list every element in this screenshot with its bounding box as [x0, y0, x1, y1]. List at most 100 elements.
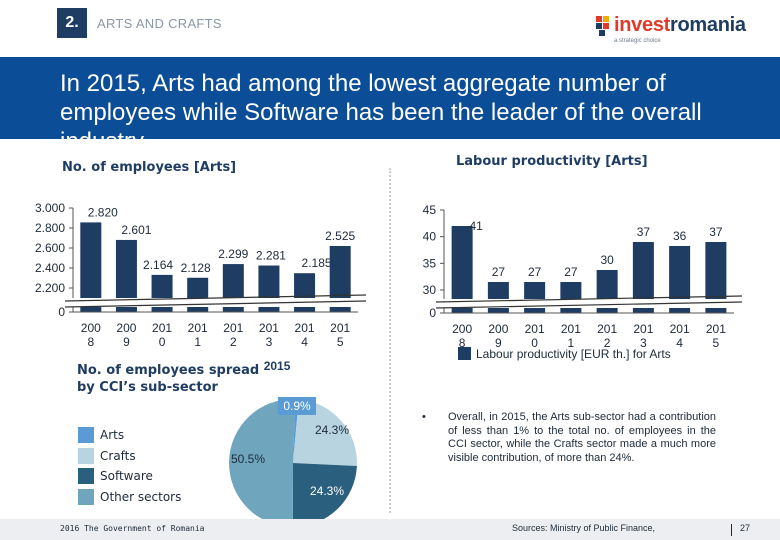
- employees-bar-chart: 3.0002.8002.6002.4002.20002.82020082.601…: [35, 201, 367, 349]
- bar: [487, 282, 509, 313]
- x-tick-label-line1: 201: [633, 322, 653, 336]
- x-tick-label-line2: 0: [531, 336, 538, 350]
- summary-text: Overall, in 2015, the Arts sub-sector ha…: [448, 411, 716, 464]
- bar: [705, 242, 727, 313]
- employees-pie-chart: 0.9% 24.3% 24.3% 50.5%: [229, 397, 357, 523]
- bar-value-label: 27: [492, 265, 506, 279]
- bar-value-label: 2.281: [256, 249, 286, 263]
- x-tick-label-line1: 201: [188, 321, 208, 335]
- x-tick-label-line1: 201: [223, 321, 243, 335]
- x-tick-label-line2: 2: [604, 336, 611, 350]
- x-tick-label-line1: 201: [670, 322, 690, 336]
- y-tick-label: 2.400: [35, 261, 65, 275]
- headline-text: In 2015, Arts had among the lowest aggre…: [60, 70, 702, 139]
- x-tick-label-line2: 1: [194, 335, 201, 349]
- bar-value-label: 30: [600, 253, 614, 267]
- x-tick-label-line1: 200: [116, 321, 136, 335]
- legend-swatch-other: [78, 488, 94, 505]
- x-tick-label-line2: 1: [568, 336, 575, 350]
- pie-legend: Arts Crafts Software Other sectors: [78, 425, 181, 507]
- x-tick-label-line2: 0: [159, 335, 166, 349]
- y-tick-label: 0: [58, 305, 65, 319]
- pie-chart-title: No. of employees spread 2015 by CCI’s su…: [77, 359, 291, 396]
- footer-sources: Sources: Ministry of Public Finance,: [512, 523, 656, 533]
- x-tick-label-line1: 201: [295, 321, 315, 335]
- y-tick-label: 0: [429, 306, 436, 320]
- x-tick-label-line1: 201: [561, 322, 581, 336]
- axis-break-line-lower: [64, 300, 367, 308]
- legend-item-crafts: Crafts: [78, 446, 181, 467]
- x-tick-label-line2: 5: [337, 335, 344, 349]
- bar: [80, 222, 102, 312]
- y-tick-label: 40: [423, 230, 437, 244]
- legend-swatch-productivity: [458, 347, 471, 360]
- bar-value-label: 2.525: [325, 229, 355, 243]
- bar-value-label: 2.185: [302, 256, 332, 270]
- legend-label-other: Other sectors: [100, 489, 182, 504]
- productivity-bar-chart: 4540353004120082720092720102720113020123…: [423, 203, 743, 361]
- section-title: ARTS AND CRAFTS: [97, 16, 222, 31]
- x-tick-label-line2: 2: [230, 335, 237, 349]
- bullet-marker: •: [422, 411, 426, 423]
- x-tick-label-line2: 4: [676, 336, 683, 350]
- legend-label-productivity: Labour productivity [EUR th.] for Arts: [476, 347, 671, 361]
- legend-swatch-crafts: [78, 447, 94, 464]
- pie-slice: [229, 399, 296, 523]
- axis-break-line-upper: [435, 295, 743, 303]
- pie-title-line1: No. of employees spread: [77, 363, 260, 378]
- bar-value-label: 27: [564, 265, 578, 279]
- y-tick-label: 45: [423, 203, 437, 217]
- employees-chart-title: No. of employees [Arts]: [62, 160, 237, 175]
- legend-item-arts: Arts: [78, 425, 181, 446]
- legend-item-software: Software: [78, 466, 181, 487]
- bar: [524, 282, 546, 313]
- legend-label-software: Software: [100, 469, 153, 484]
- pie-slice: [293, 399, 357, 467]
- bar-value-label: 2.164: [143, 258, 173, 272]
- summary-bullet: • Overall, in 2015, the Arts sub-sector …: [422, 411, 716, 465]
- pie-value-label: 0.9%: [283, 399, 311, 413]
- pie-value-label: 50.5%: [231, 452, 265, 466]
- x-tick-label-line1: 201: [525, 322, 545, 336]
- x-tick-label-line1: 201: [330, 321, 350, 335]
- y-tick-label: 2.200: [35, 281, 65, 295]
- legend-label-arts: Arts: [100, 428, 125, 443]
- bar-value-label: 2.128: [181, 261, 211, 275]
- y-tick-label: 30: [423, 283, 437, 297]
- bar-value-label: 27: [528, 265, 542, 279]
- y-tick-label: 2.600: [35, 241, 65, 255]
- axis-break-band: [65, 298, 366, 307]
- bar: [632, 242, 654, 313]
- x-tick-label-line2: 9: [123, 335, 130, 349]
- axis-break-line-upper: [64, 294, 367, 302]
- footer-copyright: 2016 The Government of Romania: [60, 524, 205, 533]
- bar-value-label: 2.820: [88, 205, 118, 219]
- x-tick-label-line1: 200: [81, 321, 101, 335]
- pie-title-year: 2015: [263, 359, 291, 373]
- pie-value-label: 24.3%: [310, 484, 344, 498]
- bar-value-label: 36: [673, 229, 687, 243]
- axis-break-band: [436, 299, 742, 308]
- x-tick-label-line2: 3: [266, 335, 273, 349]
- y-tick-label: 2.800: [35, 221, 65, 235]
- headline-banner: In 2015, Arts had among the lowest aggre…: [0, 57, 780, 139]
- footer-separator: [731, 524, 732, 536]
- x-tick-label-line2: 8: [87, 335, 94, 349]
- x-tick-label-line1: 200: [452, 322, 472, 336]
- page-number: 27: [740, 523, 751, 533]
- bar-value-label: 37: [637, 225, 651, 239]
- legend-swatch-arts: [78, 427, 94, 444]
- bar: [115, 239, 137, 312]
- bar: [560, 282, 582, 313]
- bar: [669, 246, 691, 313]
- x-tick-label-line1: 201: [259, 321, 279, 335]
- logo-text-part1: invest: [614, 14, 671, 36]
- bar: [451, 226, 473, 313]
- pie-slice: [292, 463, 357, 523]
- pie-slice: [293, 399, 299, 463]
- x-tick-label-line2: 3: [640, 336, 647, 350]
- pie-value-label: 24.3%: [315, 423, 349, 437]
- logo-tagline: a strategic choice: [614, 38, 661, 44]
- logo-text-part2: romania: [670, 14, 746, 36]
- x-tick-label-line2: 8: [459, 336, 466, 350]
